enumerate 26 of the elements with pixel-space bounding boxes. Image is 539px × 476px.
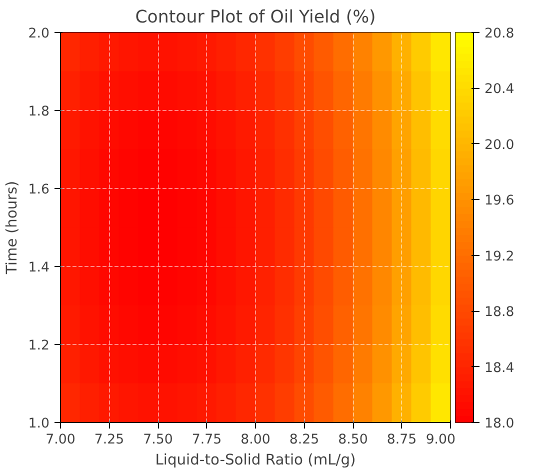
- y-axis-title: Time (hours): [3, 180, 20, 276]
- color-bar-label: 18.4: [484, 360, 514, 376]
- y-tick-label: 1.0: [28, 416, 50, 432]
- y-tick-label: 1.2: [28, 338, 50, 354]
- x-tick-label: 8.00: [240, 432, 270, 448]
- x-tick-label: 7.50: [143, 432, 173, 448]
- chart-title: Contour Plot of Oil Yield (%): [135, 8, 376, 28]
- x-axis-title: Liquid-to-Solid Ratio (mL/g): [155, 452, 356, 468]
- color-bar-label: 20.4: [484, 82, 514, 98]
- x-tick-label: 8.50: [338, 432, 368, 448]
- y-tick-label: 1.8: [28, 104, 50, 120]
- color-bar-label: 18.0: [484, 416, 514, 432]
- color-bar-label: 18.8: [484, 305, 514, 320]
- x-tick-label: 7.00: [46, 432, 76, 448]
- x-tick-label: 7.75: [192, 432, 222, 448]
- x-tick-label: 8.75: [386, 432, 417, 448]
- y-tick-label: 1.6: [28, 182, 50, 198]
- x-tick-label: 9.00: [426, 432, 456, 448]
- y-tick-label: 2.0: [28, 26, 50, 42]
- color-bar-label: 20.0: [484, 138, 514, 153]
- y-tick-label: 1.4: [28, 260, 50, 276]
- color-bar-label: 19.6: [484, 194, 514, 209]
- x-tick-label: 7.25: [94, 432, 124, 448]
- color-bar-label: 20.8: [484, 26, 514, 42]
- x-tick-label: 8.25: [289, 432, 320, 448]
- color-bar-label: 19.2: [484, 249, 514, 264]
